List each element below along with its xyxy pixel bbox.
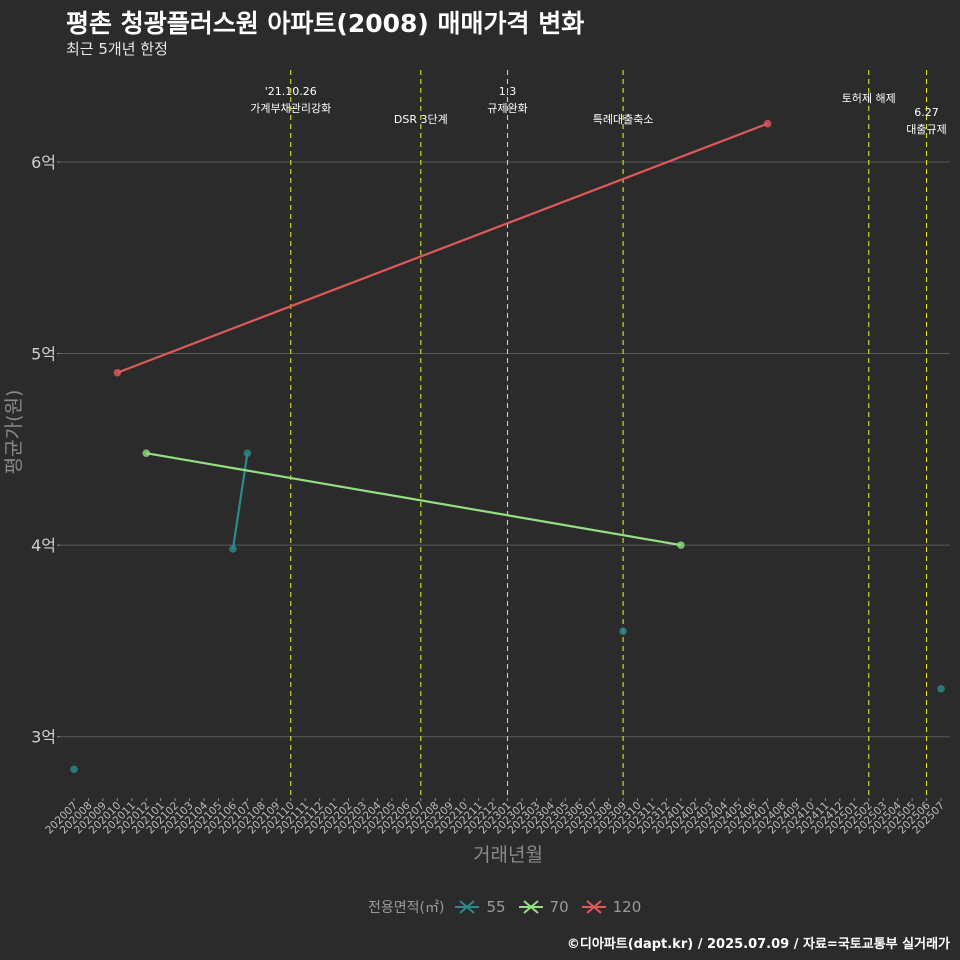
legend-key-55-icon [455,900,480,914]
y-tick-label: 5억 [31,345,56,364]
legend-label-70: 70 [549,898,569,916]
event-label: 규제완화 [487,102,527,115]
y-tick-label: 3억 [31,728,56,747]
legend: 전용면적(㎡) 55 70 120 [368,896,649,918]
data-point-70 [677,541,685,549]
event-label: 대출규제 [906,123,946,136]
legend-item-70: 70 [518,897,569,917]
grid-lines [60,161,950,738]
event-label: 1.3 [499,85,517,98]
data-point-55 [229,545,237,553]
y-tick-label: 6억 [31,153,56,172]
event-label: 토허제 해제 [842,91,896,105]
legend-item-55: 55 [454,897,506,917]
x-axis-label: 거래년월 [473,844,543,866]
legend-item-120: 120 [581,897,642,917]
event-label: '21.10.26 [265,85,317,98]
event-label: DSR 3단계 [394,113,448,126]
legend-key-120-icon [581,900,606,914]
chart-title: 평촌 청광플러스원 아파트(2008) 매매가격 변화 [66,9,585,38]
series-line-120 [116,122,768,374]
y-axis-label: 평균가(원) [3,390,25,475]
legend-title: 전용면적(㎡) [368,900,445,916]
data-point-120 [763,119,772,128]
series-line-70 [146,452,682,547]
legend-label-120: 120 [612,898,642,916]
chart-subtitle: 최근 5개년 한정 [66,40,168,58]
y-axis-tick-labels: 3억 4억 5억 6억 [31,153,60,747]
event-label: 가계부채관리강화 [250,102,331,115]
source-caption: ©디아파트(dapt.kr) / 2025.07.09 / 자료=국토교통부 실… [566,937,950,952]
data-point-55 [243,449,252,457]
legend-key-70-icon [518,900,543,914]
data-point-70 [142,449,151,457]
data-point-55 [70,765,78,774]
legend-label-55: 55 [486,898,506,916]
data-point-55 [619,627,627,636]
data-series [70,119,945,774]
data-point-55 [937,685,945,693]
x-axis-tick-labels: 2020072020082020092020102020112020122021… [43,798,947,836]
data-point-120 [113,368,122,377]
event-label: 특례대출축소 [593,113,654,126]
y-tick-label: 4억 [31,536,56,555]
event-label: 6.27 [914,106,939,119]
